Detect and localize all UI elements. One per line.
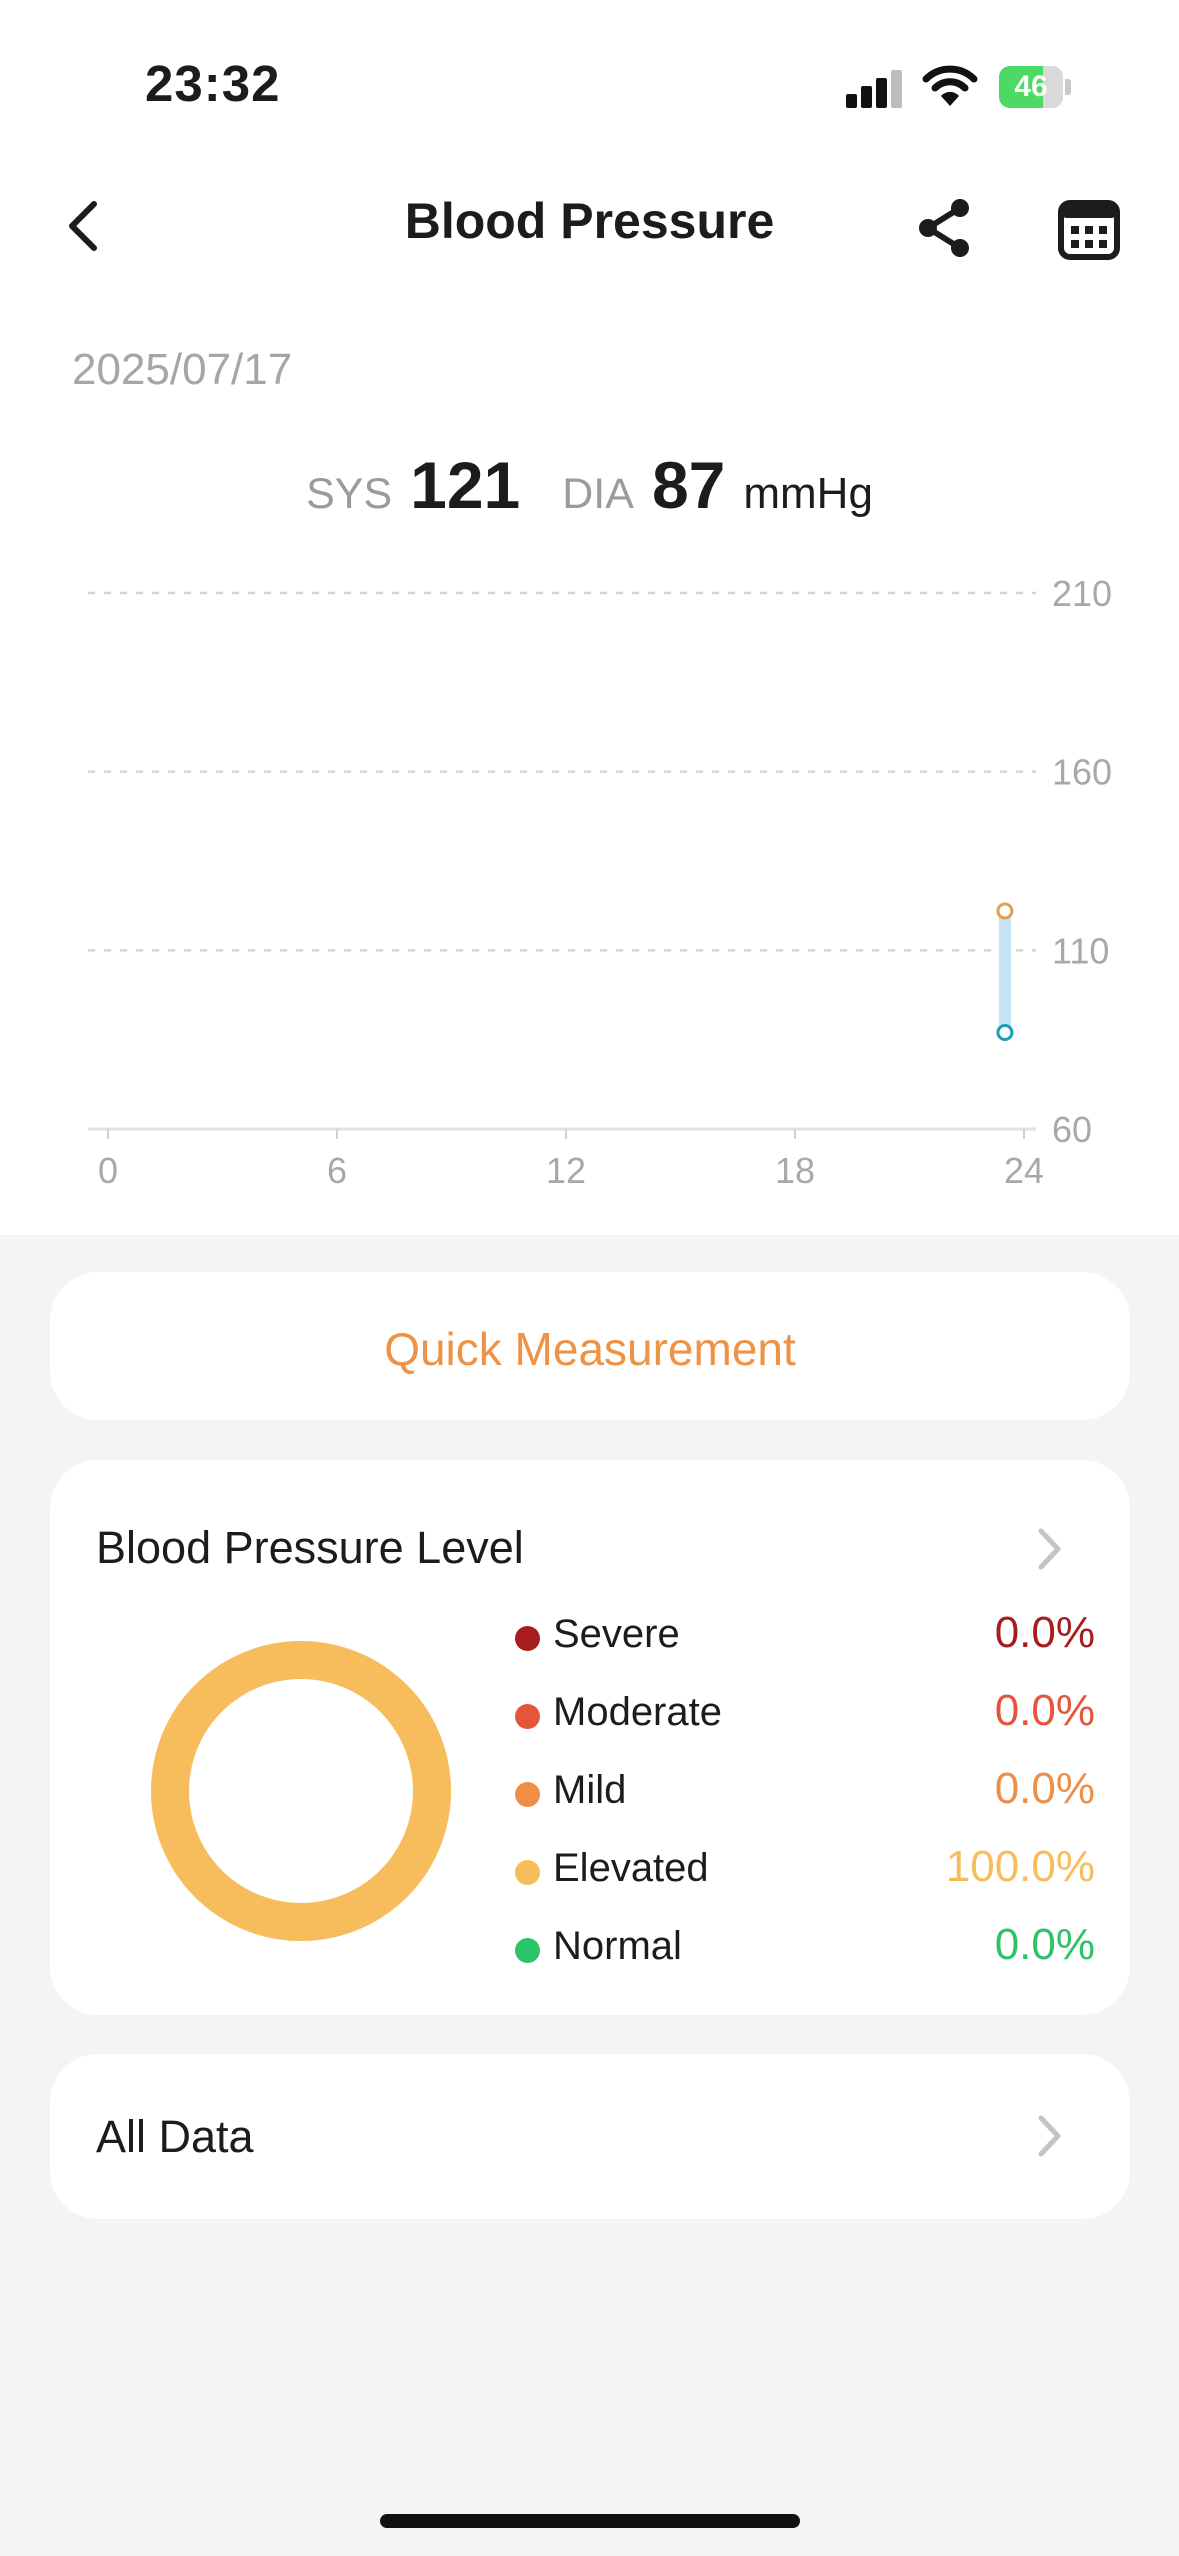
y-tick-label: 110 bbox=[1052, 930, 1109, 971]
legend-name: Normal bbox=[553, 1924, 682, 1968]
legend-row-severe: Severe 0.0% bbox=[515, 1608, 1095, 1668]
legend-dot bbox=[515, 1782, 540, 1807]
legend-dot bbox=[515, 1860, 540, 1885]
wifi-icon bbox=[922, 65, 978, 106]
sys-label: SYS bbox=[306, 470, 393, 518]
legend-name: Elevated bbox=[553, 1846, 709, 1890]
legend-name: Mild bbox=[553, 1768, 627, 1812]
sys-point bbox=[996, 902, 1014, 920]
back-icon[interactable] bbox=[62, 198, 106, 254]
dia-point bbox=[996, 1024, 1014, 1042]
all-data-row[interactable]: All Data bbox=[50, 2054, 1130, 2219]
legend-row-mild: Mild 0.0% bbox=[515, 1764, 1095, 1824]
bp-level-title: Blood Pressure Level bbox=[96, 1522, 524, 1573]
legend-value: 0.0% bbox=[994, 1608, 1095, 1657]
home-indicator bbox=[380, 2514, 800, 2528]
legend-row-moderate: Moderate 0.0% bbox=[515, 1686, 1095, 1746]
sys-value: 121 bbox=[410, 448, 521, 522]
chevron-right-icon[interactable] bbox=[1036, 2113, 1064, 2159]
dia-label: DIA bbox=[562, 470, 634, 518]
bp-chart[interactable]: 210 160 110 60 0 6 12 18 24 bbox=[0, 540, 1179, 1220]
x-tick-label: 0 bbox=[98, 1150, 118, 1191]
battery-icon: 46 bbox=[999, 66, 1071, 108]
calendar-icon[interactable] bbox=[1058, 198, 1120, 260]
bp-range-bar bbox=[998, 911, 1011, 1033]
x-tick-label: 24 bbox=[1004, 1150, 1044, 1191]
x-tick-label: 6 bbox=[327, 1150, 347, 1191]
x-tick-label: 12 bbox=[546, 1150, 586, 1191]
share-icon[interactable] bbox=[914, 196, 974, 260]
header-section bbox=[0, 0, 1179, 1235]
legend-value: 0.0% bbox=[994, 1686, 1095, 1735]
legend-value: 100.0% bbox=[945, 1842, 1095, 1891]
bp-level-donut bbox=[151, 1641, 451, 1941]
legend-dot bbox=[515, 1626, 540, 1651]
unit-label: mmHg bbox=[743, 469, 873, 518]
legend-name: Severe bbox=[553, 1612, 680, 1656]
all-data-label: All Data bbox=[96, 2111, 254, 2162]
x-tick-label: 18 bbox=[775, 1150, 815, 1191]
y-tick-label: 210 bbox=[1052, 573, 1112, 614]
legend-value: 0.0% bbox=[994, 1920, 1095, 1969]
legend-dot bbox=[515, 1938, 540, 1963]
status-time: 23:32 bbox=[145, 55, 281, 112]
bp-level-card[interactable]: Blood Pressure Level Severe 0.0% Moderat… bbox=[50, 1460, 1130, 2015]
legend-name: Moderate bbox=[553, 1690, 722, 1734]
donut-elevated-arc bbox=[151, 1641, 451, 1941]
quick-measurement-button[interactable]: Quick Measurement bbox=[50, 1272, 1130, 1420]
y-tick-label: 160 bbox=[1052, 752, 1112, 793]
battery-level: 46 bbox=[1014, 70, 1048, 103]
y-tick-label: 60 bbox=[1052, 1109, 1092, 1150]
selected-date: 2025/07/17 bbox=[72, 345, 293, 394]
cellular-signal-icon bbox=[846, 70, 902, 108]
dia-value: 87 bbox=[651, 448, 726, 522]
chevron-right-icon[interactable] bbox=[1036, 1526, 1064, 1572]
legend-row-normal: Normal 0.0% bbox=[515, 1920, 1095, 1980]
quick-measurement-label: Quick Measurement bbox=[384, 1323, 796, 1375]
legend-value: 0.0% bbox=[994, 1764, 1095, 1813]
page-title: Blood Pressure bbox=[404, 193, 775, 249]
bp-reading: SYS 121 DIA 87 mmHg bbox=[0, 447, 1179, 523]
legend-row-elevated: Elevated 100.0% bbox=[515, 1842, 1095, 1902]
legend-dot bbox=[515, 1704, 540, 1729]
